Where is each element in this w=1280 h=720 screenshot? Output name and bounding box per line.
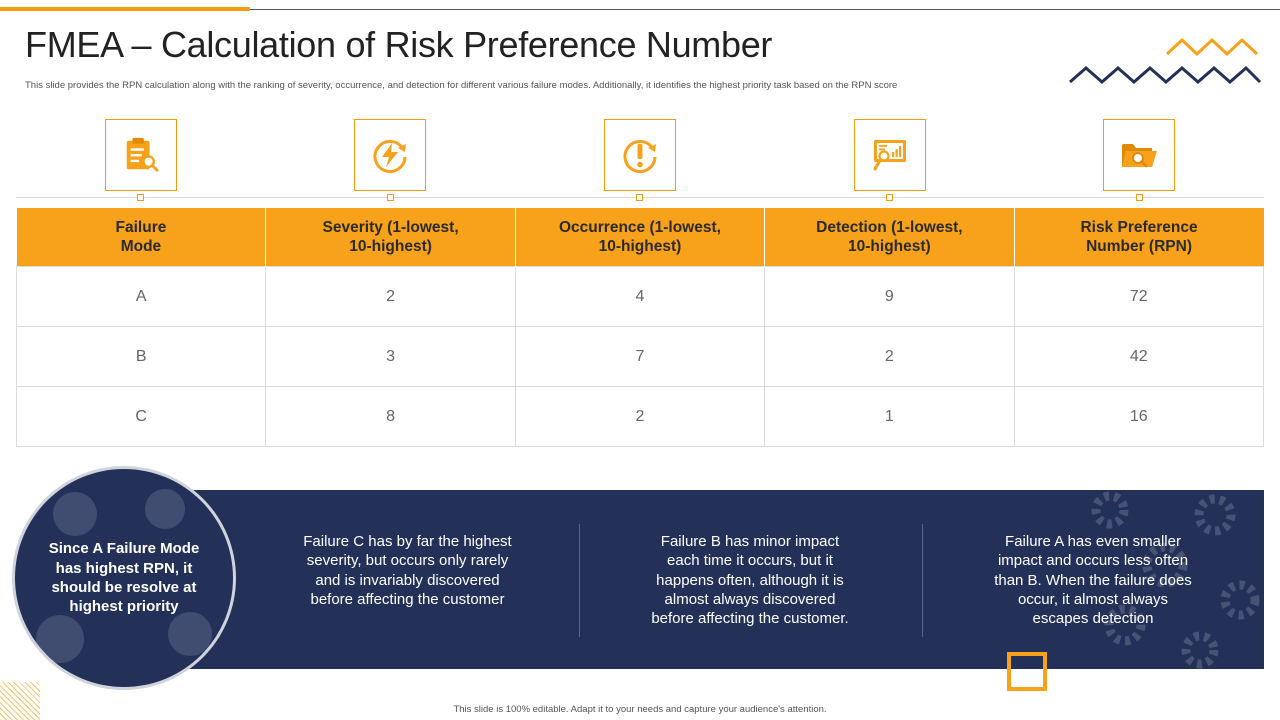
rpn-table: Failure Mode Severity (1-lowest, 10-highes…	[15, 208, 1265, 447]
icon-frame	[853, 119, 926, 191]
header-detection: Detection (1-lowest, 10-highest)	[764, 208, 1015, 267]
icon-column-occurrence	[515, 118, 765, 208]
icon-column-detection	[765, 118, 1015, 208]
icon-column-severity	[266, 118, 516, 208]
top-rule	[0, 9, 1280, 10]
top-accent-bar	[0, 7, 250, 11]
priority-message: Since A Failure Mode has highest RPN, it…	[48, 540, 200, 616]
cell-rpn: 42	[1013, 326, 1265, 387]
hatch-decoration	[0, 682, 40, 720]
slide-title: FMEA – Calculation of Risk Preference Nu…	[25, 24, 773, 65]
header-occurrence: Occurrence (1-lowest, 10-highest)	[515, 208, 766, 267]
column-divider	[922, 524, 923, 637]
cell-rpn: 72	[1013, 266, 1265, 327]
cell-detection: 2	[764, 326, 1015, 387]
header-severity: Severity (1-lowest, 10-highest)	[265, 208, 516, 267]
priority-circle: Since A Failure Mode has highest RPN, it…	[15, 469, 233, 687]
icon-column-rpn	[1014, 118, 1264, 208]
cell-severity: 3	[265, 326, 516, 387]
presentation-board-icon	[873, 140, 906, 171]
cell-detection: 1	[764, 386, 1015, 447]
connector-dot	[386, 194, 394, 201]
cell-occurrence: 7	[514, 326, 766, 387]
connector-dot	[886, 194, 894, 201]
footer-note: This slide is 100% editable. Adapt it to…	[453, 704, 827, 715]
summary-banner: Failure C has by far the highest severit…	[150, 490, 1264, 669]
failure-b-note: Failure B has minor impact each time it …	[651, 533, 849, 628]
icon-row	[16, 118, 1264, 208]
connector-dot	[137, 194, 145, 201]
cell-failure-mode: A	[15, 266, 267, 327]
icon-frame	[104, 119, 177, 191]
cell-failure-mode: B	[15, 326, 267, 387]
cell-severity: 2	[265, 266, 516, 327]
icon-frame	[1103, 119, 1176, 191]
orange-square-decoration	[1007, 652, 1047, 691]
failure-a-note: Failure A has even smaller impact and oc…	[994, 533, 1192, 628]
connector-dot	[636, 194, 644, 201]
folder-search-icon	[1122, 144, 1158, 168]
header-failure-mode: Failure Mode	[16, 208, 267, 267]
table-header-row: Failure Mode Severity (1-lowest, 10-highes…	[16, 208, 1264, 267]
cell-failure-mode: C	[15, 386, 267, 447]
icon-frame	[603, 119, 676, 191]
slide-subtitle: This slide provides the RPN calculation …	[25, 80, 898, 91]
cell-detection: 9	[764, 266, 1015, 327]
table-row: A 2 4 9 72	[15, 266, 1265, 327]
people-photo-overlay	[36, 489, 212, 663]
zigzag-decoration	[1069, 37, 1262, 84]
clipboard-search-icon	[126, 137, 159, 172]
table-row: C 8 2 1 16	[15, 386, 1265, 447]
cell-occurrence: 4	[514, 266, 766, 327]
gear-pattern-decoration	[1091, 491, 1260, 669]
icon-frame	[354, 119, 427, 191]
header-rpn: Risk Preference Number (RPN)	[1014, 208, 1264, 267]
icon-column-failure-mode	[16, 118, 266, 208]
column-divider	[579, 524, 580, 637]
failure-c-note: Failure C has by far the highest severit…	[303, 533, 512, 608]
exclamation-refresh-icon	[623, 140, 657, 173]
cell-rpn: 16	[1013, 386, 1265, 447]
lightning-refresh-icon	[373, 140, 407, 173]
table-row: B 3 7 2 42	[15, 326, 1265, 387]
cell-severity: 8	[265, 386, 516, 447]
connector-dot	[1135, 194, 1143, 201]
cell-occurrence: 2	[514, 386, 766, 447]
